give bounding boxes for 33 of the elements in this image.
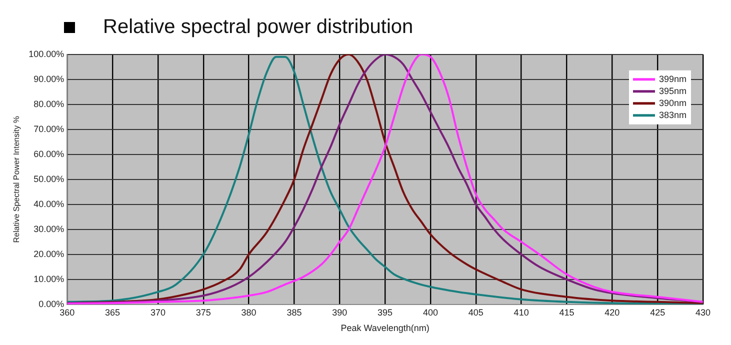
y-tick-label: 40.00% (34, 198, 64, 209)
x-tick-label: 400 (422, 307, 438, 318)
x-tick-label: 405 (468, 307, 484, 318)
y-tick-label: 70.00% (34, 124, 64, 134)
y-tick-label: 30.00% (34, 224, 64, 234)
x-tick-label: 420 (604, 307, 620, 318)
x-tick-label: 415 (559, 307, 574, 318)
y-axis-title: Relative Spectral Power Intensity % (12, 116, 22, 243)
y-tick-label: 50.00% (34, 174, 64, 184)
legend-label: 395nm (659, 86, 687, 96)
y-tick-label: 60.00% (34, 148, 64, 159)
chart-title: Relative spectral power distribution (103, 16, 414, 38)
x-tick-label: 430 (695, 307, 711, 318)
legend-label: 390nm (659, 98, 687, 108)
x-tick-label: 385 (286, 307, 302, 318)
y-tick-label: 20.00% (34, 248, 64, 259)
x-tick-label: 395 (378, 307, 393, 318)
x-tick-label: 380 (241, 307, 256, 318)
x-tick-label: 410 (514, 307, 529, 318)
x-tick-label: 365 (105, 307, 120, 318)
y-tick-label: 90.00% (34, 74, 64, 84)
x-axis-title: Peak Wavelength(nm) (340, 323, 430, 334)
x-tick-label: 370 (150, 307, 166, 318)
x-tick-label: 360 (60, 307, 75, 318)
y-tick-label: 80.00% (34, 98, 64, 109)
y-tick-label: 0.00% (38, 298, 64, 309)
y-tick-label: 10.00% (34, 274, 64, 284)
y-tick-label: 100.00% (28, 48, 64, 59)
legend-label: 383nm (659, 110, 687, 120)
x-tick-label: 390 (332, 307, 348, 318)
x-tick-label: 425 (650, 307, 666, 318)
x-tick-label: 375 (196, 307, 211, 318)
legend-label: 399nm (659, 74, 687, 84)
